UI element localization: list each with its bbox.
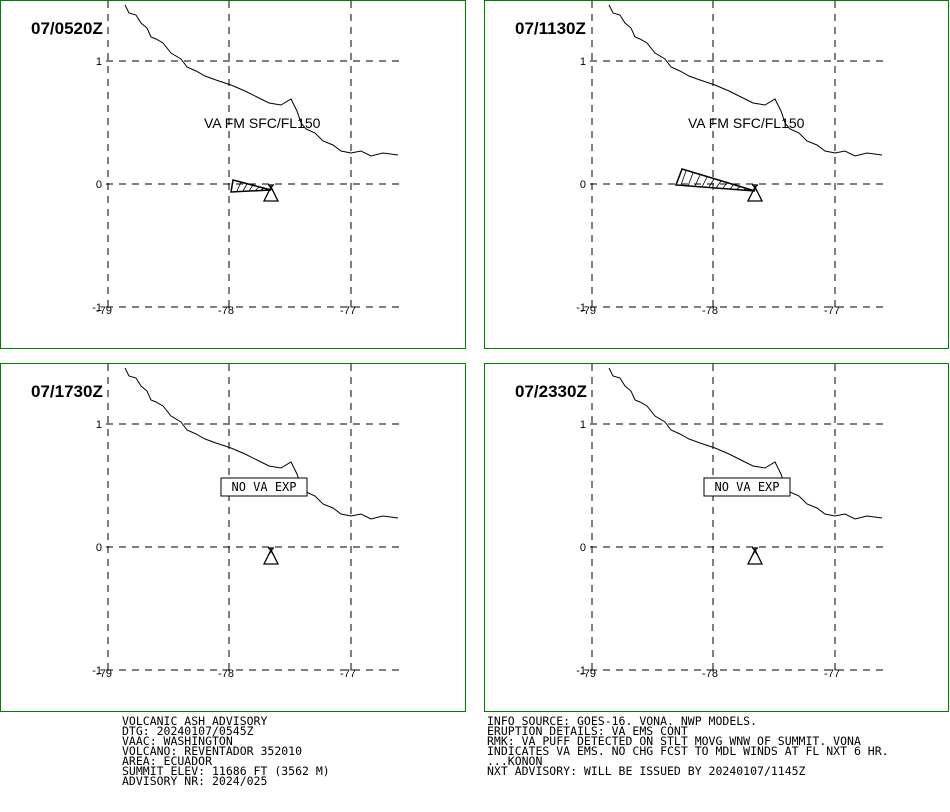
volcano-icon — [746, 547, 764, 565]
advisory-summary-right: INFO SOURCE: GOES-16. VONA. NWP MODELS. … — [487, 714, 889, 778]
lon-label: -78 — [218, 668, 234, 680]
lat-label: -1 — [92, 665, 102, 677]
panel-time: 07/0520Z — [31, 19, 103, 38]
coastline — [124, 367, 399, 520]
lon-label: -78 — [702, 305, 718, 317]
map-canvas-4: NO VA EXP 07/2330Z 1 0 -1 -79 -78 -77 — [515, 364, 885, 680]
coastline — [124, 4, 399, 157]
volcano-icon — [746, 184, 764, 202]
graticule — [590, 364, 885, 674]
va-level-label: VA FM SFC/FL150 — [688, 115, 805, 131]
lon-label: -77 — [340, 668, 356, 680]
lat-label: 0 — [580, 179, 586, 191]
map-panel-2: 07/1130Z VA FM SFC/FL150 1 0 -1 -79 -78 … — [484, 0, 949, 349]
lon-label: -79 — [580, 305, 596, 317]
lon-label: -79 — [96, 305, 112, 317]
panel-time: 07/1730Z — [31, 382, 103, 401]
advisory-line: SUMMIT ELEV: 11686 FT (3562 M) — [122, 764, 330, 778]
lat-labels: 1 0 -1 — [576, 419, 586, 677]
advisory-line: VAAC: WASHINGTON — [122, 734, 233, 748]
volcano-icon — [262, 547, 280, 565]
advisory-line: ...KONON — [487, 754, 543, 768]
lat-label: 0 — [96, 179, 102, 191]
lat-label: 1 — [96, 56, 102, 68]
map-panel-4: NO VA EXP 07/2330Z 1 0 -1 -79 -78 -77 — [484, 363, 949, 712]
advisory-line: ADVISORY NR: 2024/025 — [122, 774, 268, 788]
lon-label: -77 — [824, 668, 840, 680]
advisory-line: VOLCANO: REVENTADOR 352010 — [122, 744, 303, 758]
lon-label: -77 — [824, 305, 840, 317]
advisory-line: ERUPTION DETAILS: VA EMS CONT — [487, 724, 688, 738]
ash-cloud-polygon — [674, 168, 756, 192]
panel-time: 07/2330Z — [515, 382, 587, 401]
map-panel-1: 07/0520Z VA FM SFC/FL150 1 0 -1 -79 -78 … — [0, 0, 466, 349]
graticule — [106, 364, 401, 674]
lon-labels: -79 -78 -77 — [580, 668, 840, 680]
lon-label: -77 — [340, 305, 356, 317]
lon-labels: -79 -78 -77 — [96, 668, 356, 680]
coastline — [608, 367, 883, 520]
map-canvas-1: 07/0520Z VA FM SFC/FL150 1 0 -1 -79 -78 … — [31, 1, 401, 317]
lat-label: 1 — [96, 419, 102, 431]
no-va-box — [703, 477, 791, 497]
advisory-line: VOLCANIC ASH ADVISORY — [122, 714, 268, 728]
lat-label: 0 — [96, 542, 102, 554]
lat-label: 0 — [580, 542, 586, 554]
lat-label: 1 — [580, 56, 586, 68]
advisory-summary-left: VOLCANIC ASH ADVISORY DTG: 20240107/0545… — [122, 714, 330, 788]
lon-label: -79 — [580, 668, 596, 680]
coastline — [608, 4, 883, 157]
ash-hatching — [236, 181, 265, 192]
volcano-icon — [262, 184, 280, 202]
lat-label: -1 — [576, 302, 586, 314]
va-level-label: NO VA EXP — [231, 480, 296, 494]
lon-labels: -79 -78 -77 — [96, 305, 356, 317]
lat-labels: 1 0 -1 — [92, 419, 102, 677]
map-canvas-3: NO VA EXP 07/1730Z 1 0 -1 -79 -78 -77 — [31, 364, 401, 680]
advisory-line: NXT ADVISORY: WILL BE ISSUED BY 20240107… — [487, 764, 806, 778]
ash-hatching — [680, 170, 748, 191]
lon-label: -78 — [218, 305, 234, 317]
lat-label: -1 — [92, 302, 102, 314]
map-canvas-2: 07/1130Z VA FM SFC/FL150 1 0 -1 -79 -78 … — [515, 1, 885, 317]
lon-labels: -79 -78 -77 — [580, 305, 840, 317]
no-va-box — [220, 477, 308, 497]
va-level-label: NO VA EXP — [714, 480, 779, 494]
advisory-line: RMK: VA PUFF DETECTED ON STLT MOVG WNW O… — [487, 734, 861, 748]
advisory-line: INDICATES VA EMS. NO CHG FCST TO MDL WIN… — [487, 744, 889, 758]
lon-label: -78 — [702, 668, 718, 680]
panel-time: 07/1130Z — [515, 19, 586, 38]
lat-labels: 1 0 -1 — [576, 56, 586, 314]
ash-cloud-polygon — [230, 179, 272, 193]
va-level-label: VA FM SFC/FL150 — [204, 115, 321, 131]
lat-label: -1 — [576, 665, 586, 677]
lon-label: -79 — [96, 668, 112, 680]
graticule — [590, 1, 885, 311]
advisory-line: INFO SOURCE: GOES-16. VONA. NWP MODELS. — [487, 714, 758, 728]
lat-label: 1 — [580, 419, 586, 431]
advisory-line: DTG: 20240107/0545Z — [122, 724, 254, 738]
advisory-line: AREA: ECUADOR — [122, 754, 213, 768]
lat-labels: 1 0 -1 — [92, 56, 102, 314]
map-panel-3: NO VA EXP 07/1730Z 1 0 -1 -79 -78 -77 — [0, 363, 466, 712]
graticule — [106, 1, 401, 311]
